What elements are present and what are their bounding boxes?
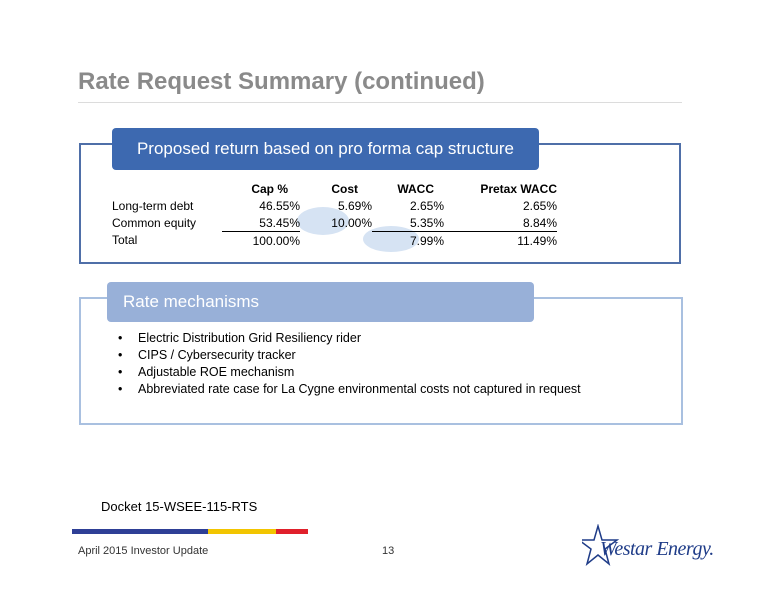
wacc-value: 7.99% bbox=[409, 233, 444, 248]
table-header-row: Cap % Cost WACC Pretax WACC bbox=[112, 180, 557, 197]
docket-number: Docket 15-WSEE-115-RTS bbox=[101, 499, 258, 514]
pretax-wacc-value: 2.65% bbox=[522, 198, 557, 213]
footer-bar-blue bbox=[72, 529, 208, 534]
rate-mechanisms-list: • Electric Distribution Grid Resiliency r… bbox=[118, 330, 581, 398]
column-header-pretax-wacc: Pretax WACC bbox=[480, 181, 557, 196]
table-row: Common equity 53.45% 10.00% 5.35% 8.84% bbox=[112, 214, 557, 232]
footer-presentation-name: April 2015 Investor Update bbox=[78, 545, 209, 557]
list-item-text: Adjustable ROE mechanism bbox=[138, 365, 295, 379]
proposed-return-header: Proposed return based on pro forma cap s… bbox=[112, 128, 539, 170]
wacc-value: 2.65% bbox=[409, 198, 444, 213]
westar-star-icon bbox=[582, 524, 620, 567]
cost-value: 10.00% bbox=[331, 215, 372, 230]
row-label: Common equity bbox=[112, 215, 197, 230]
rate-mechanisms-header: Rate mechanisms bbox=[107, 282, 534, 322]
highlight-cost-equity bbox=[297, 207, 349, 235]
column-header-label bbox=[112, 180, 222, 197]
column-header-wacc: WACC bbox=[397, 181, 434, 196]
cap-value: 100.00% bbox=[252, 233, 300, 248]
pretax-wacc-value: 8.84% bbox=[444, 214, 557, 232]
list-item: • CIPS / Cybersecurity tracker bbox=[118, 347, 581, 364]
row-label: Long-term debt bbox=[112, 198, 194, 213]
page-number: 13 bbox=[382, 545, 395, 557]
cap-structure-table: Cap % Cost WACC Pretax WACC Long-term de… bbox=[112, 180, 557, 249]
page-title: Rate Request Summary (continued) bbox=[78, 68, 485, 95]
row-label: Total bbox=[112, 233, 138, 248]
bullet-icon: • bbox=[118, 331, 123, 345]
company-logo-text: Westar Energy. bbox=[600, 538, 714, 560]
list-item: • Adjustable ROE mechanism bbox=[118, 364, 581, 381]
table-row-total: Total 100.00% 7.99% 11.49% bbox=[112, 232, 557, 250]
bullet-icon: • bbox=[118, 348, 123, 362]
column-header-cost: Cost bbox=[331, 181, 358, 196]
list-item-text: Abbreviated rate case for La Cygne envir… bbox=[138, 382, 581, 396]
wacc-value: 5.35% bbox=[372, 214, 444, 232]
cap-value: 46.55% bbox=[259, 198, 300, 213]
bullet-icon: • bbox=[118, 382, 123, 396]
title-divider bbox=[78, 102, 682, 103]
list-item-text: Electric Distribution Grid Resiliency ri… bbox=[138, 331, 361, 345]
bullet-icon: • bbox=[118, 365, 123, 379]
table-row: Long-term debt 46.55% 5.69% 2.65% 2.65% bbox=[112, 197, 557, 214]
column-header-cap: Cap % bbox=[251, 181, 288, 196]
pretax-wacc-value: 11.49% bbox=[517, 233, 557, 248]
footer-bar-yellow bbox=[208, 529, 276, 534]
footer-bar-red bbox=[276, 529, 308, 534]
list-item-text: CIPS / Cybersecurity tracker bbox=[138, 348, 296, 362]
list-item: • Electric Distribution Grid Resiliency r… bbox=[118, 330, 581, 347]
cost-value: 5.69% bbox=[337, 198, 372, 213]
cost-value bbox=[300, 232, 372, 250]
cap-value: 53.45% bbox=[222, 214, 300, 232]
list-item: • Abbreviated rate case for La Cygne envi… bbox=[118, 381, 581, 398]
